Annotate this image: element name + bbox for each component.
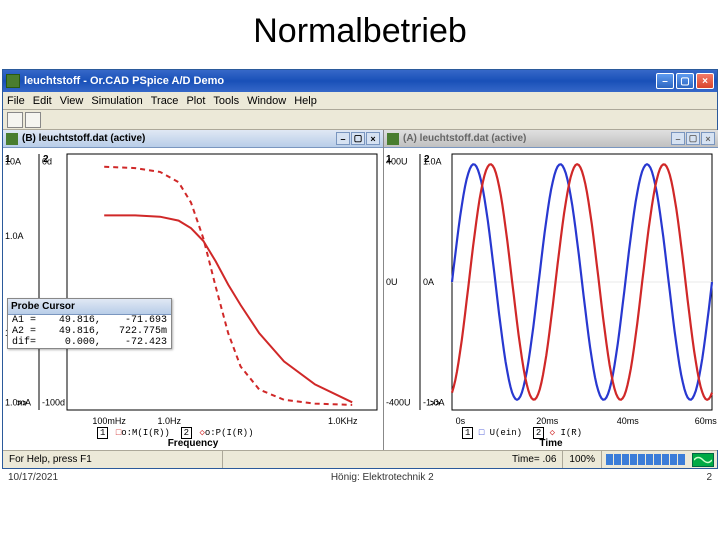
pane-max-button[interactable]: ▢ [351, 132, 365, 145]
svg-text:-100d: -100d [42, 397, 65, 407]
menu-window[interactable]: Window [247, 95, 286, 107]
plot-left[interactable]: 1210A1.0A10mA1.0mA>>0d-100d Probe Cursor… [3, 148, 383, 416]
plot-left-svg: 1210A1.0A10mA1.0mA>>0d-100d [3, 148, 383, 416]
svg-text:0A: 0A [423, 277, 434, 287]
status-activity-icon [692, 453, 714, 467]
status-time: Time= .06 [506, 451, 563, 468]
menu-plot[interactable]: Plot [186, 95, 205, 107]
svg-text:-400U: -400U [386, 397, 411, 407]
slide-footer-right: 2 [706, 472, 712, 483]
toolbar-icon[interactable] [7, 112, 23, 128]
window-title: leuchtstoff - Or.CAD PSpice A/D Demo [24, 75, 656, 87]
status-help: For Help, press F1 [3, 451, 223, 468]
pane-left-title[interactable]: (B) leuchtstoff.dat (active) – ▢ × [3, 130, 383, 148]
app-window: leuchtstoff - Or.CAD PSpice A/D Demo – ▢… [2, 69, 718, 469]
status-progress [602, 454, 689, 465]
svg-text:10A: 10A [5, 157, 21, 167]
statusbar: For Help, press F1 Time= .06 100% [3, 450, 717, 468]
pane-min-button[interactable]: – [336, 132, 350, 145]
doc-icon [6, 133, 18, 145]
svg-text:>>: >> [17, 398, 28, 408]
svg-text:1.0A: 1.0A [5, 231, 24, 241]
svg-text:1.0A: 1.0A [423, 157, 442, 167]
plot-right-svg: 12400U0U-400U1.0A0A-1.0A>> [384, 148, 718, 416]
pane-max-button[interactable]: ▢ [686, 132, 700, 145]
menu-simulation[interactable]: Simulation [91, 95, 142, 107]
pane-right-title[interactable]: (A) leuchtstoff.dat (active) – ▢ × [384, 130, 718, 148]
menu-trace[interactable]: Trace [151, 95, 179, 107]
menubar: File Edit View Simulation Trace Plot Too… [3, 92, 717, 110]
probe-cursor-table: A1 =49.816,-71.693 A2 =49.816,722.775m d… [8, 315, 171, 348]
plot-right[interactable]: 12400U0U-400U1.0A0A-1.0A>> [384, 148, 718, 416]
svg-text:>>: >> [430, 398, 441, 408]
menu-edit[interactable]: Edit [33, 95, 52, 107]
workspace: (B) leuchtstoff.dat (active) – ▢ × 1210A… [3, 130, 717, 450]
slide-date: 10/17/2021 [8, 472, 58, 483]
probe-cursor-box[interactable]: Probe Cursor A1 =49.816,-71.693 A2 =49.8… [7, 298, 172, 349]
pane-right: (A) leuchtstoff.dat (active) – ▢ × 12400… [384, 130, 718, 450]
close-button[interactable]: × [696, 73, 714, 89]
doc-icon [387, 133, 399, 145]
pane-left: (B) leuchtstoff.dat (active) – ▢ × 1210A… [3, 130, 384, 450]
minimize-button[interactable]: – [656, 73, 674, 89]
svg-text:0U: 0U [386, 277, 398, 287]
menu-tools[interactable]: Tools [213, 95, 239, 107]
app-icon [6, 74, 20, 88]
menu-file[interactable]: File [7, 95, 25, 107]
titlebar[interactable]: leuchtstoff - Or.CAD PSpice A/D Demo – ▢… [3, 70, 717, 92]
svg-text:400U: 400U [386, 157, 408, 167]
slide-footer-center: Hönig: Elektrotechnik 2 [331, 472, 434, 483]
status-pct: 100% [563, 451, 602, 468]
svg-text:0d: 0d [42, 157, 52, 167]
pane-close-button[interactable]: × [366, 132, 380, 145]
pane-min-button[interactable]: – [671, 132, 685, 145]
pane-right-title-text: (A) leuchtstoff.dat (active) [403, 133, 671, 144]
toolbar-icon[interactable] [25, 112, 41, 128]
toolbar [3, 110, 717, 130]
pane-left-title-text: (B) leuchtstoff.dat (active) [22, 133, 336, 144]
plot-right-xaxis: 0s20ms40ms60ms1 □ U(ein) 2 ◇ I(R)Time [384, 416, 718, 450]
slide-footer: 10/17/2021 Hönig: Elektrotechnik 2 2 [0, 470, 720, 485]
plot-left-xaxis: 100mHz1.0Hz1.0KHz1 □o:M(I(R)) 2 ◇o:P(I(R… [3, 416, 383, 450]
menu-view[interactable]: View [60, 95, 84, 107]
slide-title: Normalbetrieb [0, 0, 720, 69]
maximize-button[interactable]: ▢ [676, 73, 694, 89]
pane-close-button[interactable]: × [701, 132, 715, 145]
menu-help[interactable]: Help [294, 95, 317, 107]
probe-cursor-title[interactable]: Probe Cursor [8, 299, 171, 315]
